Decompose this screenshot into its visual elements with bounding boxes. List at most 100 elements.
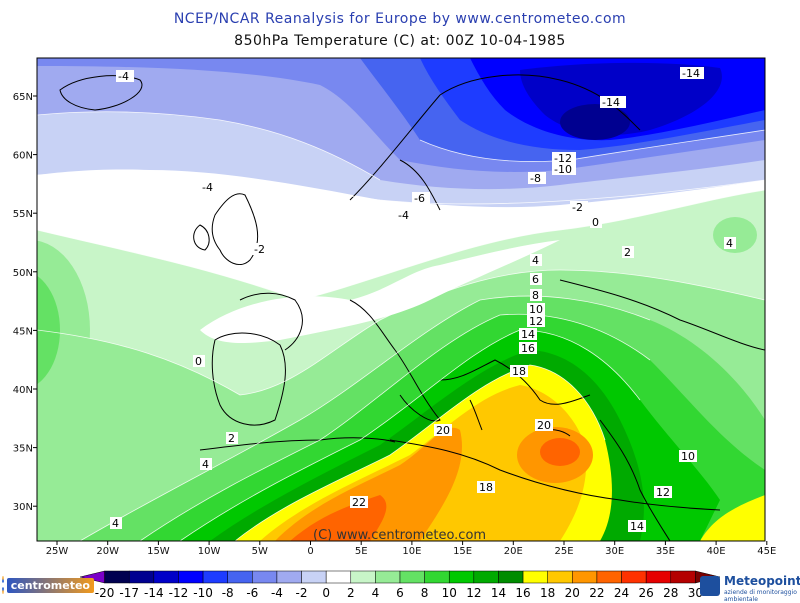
colorbar-label: -2: [296, 586, 308, 600]
colorbar-swatch: [128, 570, 155, 584]
latitude-tick-label: 30N: [13, 502, 33, 513]
contour-label: 4: [530, 254, 542, 267]
contour-label: 20: [535, 419, 553, 432]
contour-label: 10: [527, 303, 545, 316]
longitude-tick-label: 10W: [198, 546, 221, 557]
colorbar-label: -14: [144, 586, 164, 600]
svg-text:10: 10: [529, 303, 543, 316]
svg-text:-4: -4: [398, 209, 409, 222]
svg-text:14: 14: [521, 328, 535, 341]
temperature-fields: [37, 58, 765, 541]
contour-label: -4: [116, 70, 134, 83]
colorbar-swatch: [301, 570, 327, 584]
svg-text:-4: -4: [118, 70, 129, 83]
colorbar-swatch: [670, 570, 696, 584]
longitude-tick-label: 40E: [707, 546, 726, 557]
contour-label: 12: [527, 315, 545, 328]
colorbar-swatch: [252, 570, 278, 584]
colorbar-swatch: [153, 570, 179, 584]
svg-text:-2: -2: [254, 243, 265, 256]
longitude-tick-label: 0: [307, 546, 313, 557]
latitude-tick-label: 35N: [13, 444, 33, 455]
colorbar-label: 12: [466, 586, 481, 600]
latitude-tick-label: 50N: [13, 268, 33, 279]
svg-text:4: 4: [112, 517, 119, 530]
colorbar-label: 22: [589, 586, 604, 600]
longitude-tick-label: 5W: [252, 546, 268, 557]
longitude-tick-label: 35E: [656, 546, 675, 557]
colorbar-swatch: [178, 570, 204, 584]
svg-text:4: 4: [532, 254, 539, 267]
colorbar-swatch: [547, 570, 573, 584]
contour-label: 14: [519, 328, 537, 341]
svg-text:-4: -4: [202, 181, 213, 194]
contour-label: -8: [528, 172, 546, 185]
svg-text:12: 12: [529, 315, 543, 328]
meteopoint-mark-icon: [700, 576, 720, 596]
colorbar-label: 4: [372, 586, 380, 600]
colorbar-swatch: [572, 570, 598, 584]
colorbar-label: 8: [421, 586, 429, 600]
colorbar-swatch: [621, 570, 647, 584]
watermark: (C) www.centrometeo.com: [313, 528, 486, 543]
colorbar-label: 26: [639, 586, 654, 600]
colorbar-label: 24: [614, 586, 629, 600]
colorbar-label: 10: [442, 586, 457, 600]
latitude-tick-label: 40N: [13, 385, 33, 396]
colorbar-label: 30: [688, 586, 703, 600]
contour-label: 4: [110, 517, 122, 530]
colorbar-swatch: [448, 570, 475, 584]
svg-text:8: 8: [532, 289, 539, 302]
svg-text:14: 14: [630, 520, 644, 533]
colorbar-swatch: [399, 570, 425, 584]
contour-label: 12: [654, 486, 672, 499]
svg-text:-12: -12: [554, 152, 572, 165]
colorbar-label: -20: [95, 586, 115, 600]
contour-label: 18: [477, 481, 495, 494]
colorbar-swatch: [325, 570, 352, 584]
svg-text:2: 2: [624, 246, 631, 259]
colorbar-swatch: [473, 570, 499, 584]
colorbar-swatch: [202, 570, 228, 584]
longitude-tick-label: 10E: [402, 546, 421, 557]
longitude-tick-label: 20W: [96, 546, 119, 557]
latitude-tick-label: 60N: [13, 151, 33, 162]
colorbar-swatch: [227, 570, 253, 584]
svg-text:-10: -10: [554, 163, 572, 176]
contour-label: -6: [412, 192, 430, 205]
svg-text:20: 20: [436, 424, 450, 437]
svg-text:12: 12: [656, 486, 670, 499]
contour-label: 20: [434, 424, 452, 437]
logo-left-text: centrometeo: [6, 577, 94, 593]
chart-title: NCEP/NCAR Reanalysis for Europe by www.c…: [173, 11, 627, 27]
svg-text:20: 20: [537, 419, 551, 432]
colorbar-label: 28: [663, 586, 678, 600]
centrometeo-logo: centrometeo: [2, 573, 94, 597]
svg-text:-6: -6: [414, 192, 425, 205]
longitude-tick-label: 25E: [554, 546, 573, 557]
colorbar-swatch: [104, 570, 130, 584]
colorbar-label: -8: [222, 586, 234, 600]
svg-text:4: 4: [202, 458, 209, 471]
colorbar-label: 16: [515, 586, 530, 600]
svg-text:6: 6: [532, 273, 539, 286]
colorbar-swatch: [424, 570, 450, 584]
longitude-ticks: 25W 20W 15W 10W 5W 0 5E 10E 15E 20E 25E 30E 35E 40E 45…: [46, 541, 776, 557]
contour-labels: -4 -14 -14 -12 -10 -8 -6 -4 -4 -2 -2 0 2…: [110, 67, 736, 533]
contour-label: -4: [396, 209, 414, 222]
colorbar: [79, 570, 721, 584]
contour-label: -14: [680, 67, 704, 80]
contour-label: 4: [724, 237, 736, 250]
logo-right-subtext: aziende di monitoraggio ambientale: [724, 589, 797, 603]
contour-label: -2: [252, 243, 270, 256]
contour-label: -14: [600, 96, 626, 109]
latitude-tick-label: 55N: [13, 209, 33, 220]
svg-text:4: 4: [726, 237, 733, 250]
map-frame: [36, 57, 766, 542]
colorbar-swatch: [596, 570, 622, 584]
colorbar-label: -17: [119, 586, 139, 600]
colorbar-label: -10: [193, 586, 213, 600]
colorbar-label: 2: [347, 586, 355, 600]
meteopoint-logo: Meteopoint aziende di monitoraggio ambie…: [700, 574, 800, 603]
